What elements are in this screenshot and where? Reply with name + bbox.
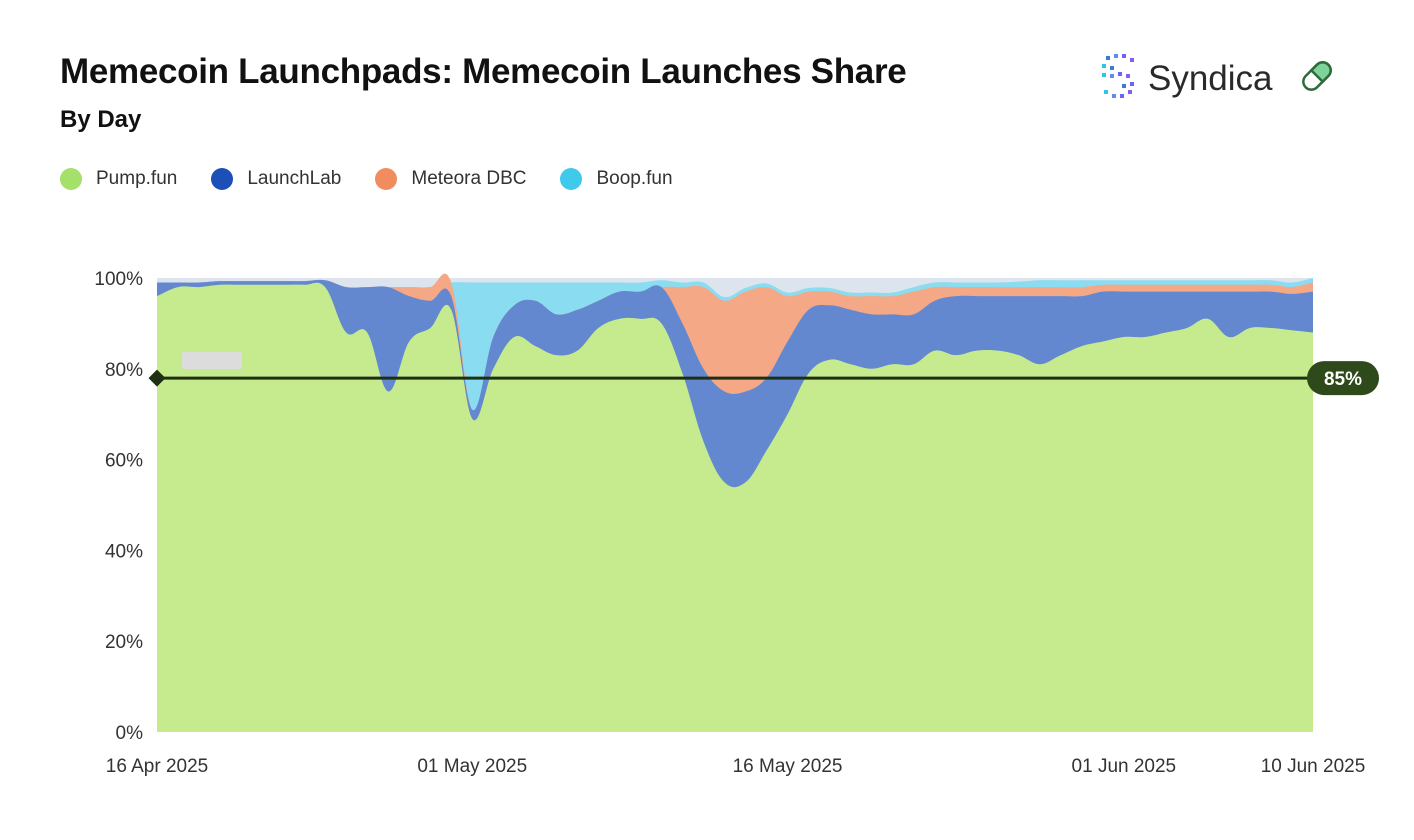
- chart-subtitle: By Day: [60, 106, 142, 133]
- pill-icon: [1297, 56, 1337, 101]
- x-tick-label: 01 May 2025: [417, 756, 527, 777]
- y-tick-label: 80%: [105, 360, 143, 381]
- area-series-pump-fun: [157, 282, 1313, 732]
- legend-swatch-boop-fun: [560, 168, 583, 190]
- reference-badge-label: 85%: [1324, 369, 1362, 390]
- legend-item-boop-fun: Boop.fun: [560, 168, 673, 190]
- x-tick-label: 01 Jun 2025: [1072, 756, 1177, 777]
- brand-name: Syndica: [1148, 58, 1273, 98]
- legend-item-meteora-dbc: Meteora DBC: [375, 168, 526, 190]
- y-tick-label: 60%: [105, 451, 143, 472]
- legend-swatch-launchlab: [211, 168, 234, 190]
- legend-label: Pump.fun: [96, 168, 178, 189]
- legend-label: LaunchLab: [247, 168, 342, 189]
- legend-label: Boop.fun: [596, 168, 673, 189]
- legend-item-pump-fun: Pump.fun: [60, 168, 177, 190]
- y-tick-label: 0%: [116, 723, 144, 744]
- chart-title: Memecoin Launchpads: Memecoin Launches S…: [60, 52, 907, 91]
- x-tick-label: 16 Apr 2025: [106, 756, 208, 777]
- x-tick-label: 16 May 2025: [733, 756, 843, 777]
- legend-swatch-pump-fun: [60, 168, 82, 190]
- reference-badge: [1307, 361, 1379, 396]
- legend-label: Meteora DBC: [411, 168, 527, 189]
- legend: Pump.fun LaunchLab Meteora DBC Boop.fun: [60, 168, 707, 190]
- syndica-dots-icon: [1100, 52, 1138, 105]
- legend-item-launchlab: LaunchLab: [211, 168, 341, 190]
- y-tick-label: 40%: [105, 541, 143, 562]
- y-tick-label: 100%: [94, 269, 143, 290]
- y-tick-label: 20%: [105, 632, 143, 653]
- reference-line-marker: [148, 369, 166, 387]
- brand: Syndica: [1100, 52, 1337, 105]
- x-tick-label: 10 Jun 2025: [1261, 756, 1366, 777]
- placeholder-box: [182, 352, 242, 369]
- legend-swatch-meteora-dbc: [375, 168, 398, 190]
